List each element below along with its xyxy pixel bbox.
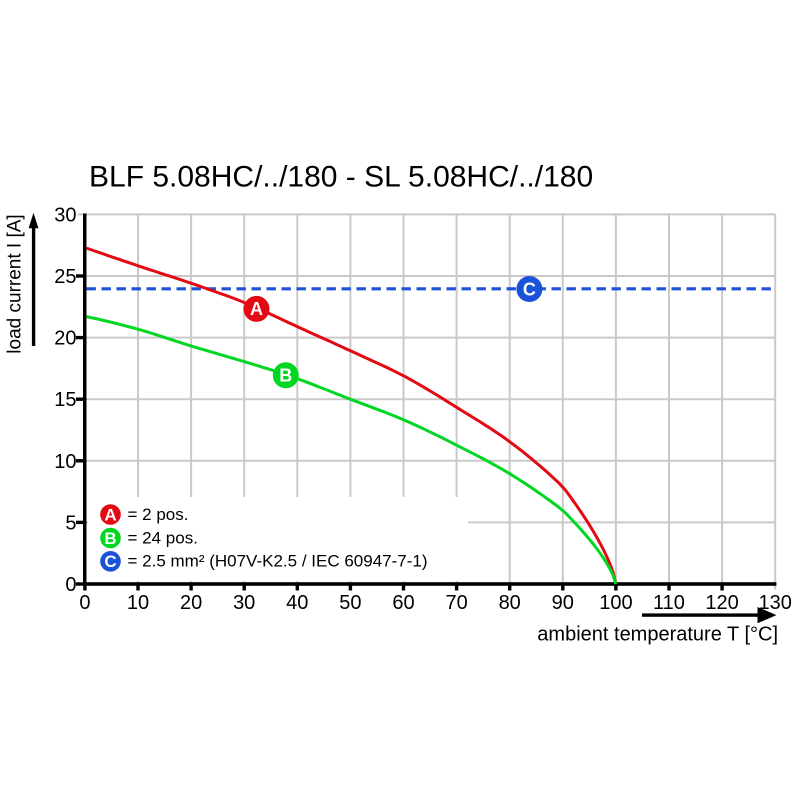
svg-text:80: 80 <box>499 592 521 614</box>
svg-text:110: 110 <box>653 592 685 614</box>
svg-text:load current I [A]: load current I [A] <box>5 214 26 353</box>
svg-text:0: 0 <box>79 592 90 614</box>
svg-text:B: B <box>279 366 292 386</box>
svg-text:A: A <box>104 505 116 524</box>
svg-text:25: 25 <box>54 266 76 288</box>
svg-text:= 2.5 mm² (H07V-K2.5 / IEC 609: = 2.5 mm² (H07V-K2.5 / IEC 60947-7-1) <box>128 552 428 571</box>
svg-text:30: 30 <box>233 592 255 614</box>
svg-text:20: 20 <box>54 328 76 350</box>
svg-text:40: 40 <box>286 592 308 614</box>
svg-text:5: 5 <box>65 512 76 534</box>
svg-text:70: 70 <box>445 592 467 614</box>
svg-text:B: B <box>104 529 116 548</box>
svg-text:C: C <box>104 552 116 571</box>
svg-text:10: 10 <box>127 592 149 614</box>
svg-text:15: 15 <box>54 389 76 411</box>
svg-text:30: 30 <box>54 204 76 226</box>
svg-text:C: C <box>523 279 536 299</box>
svg-text:60: 60 <box>392 592 414 614</box>
svg-text:90: 90 <box>552 592 574 614</box>
svg-text:50: 50 <box>339 592 361 614</box>
svg-text:= 24 pos.: = 24 pos. <box>128 528 198 547</box>
svg-text:100: 100 <box>599 592 632 614</box>
svg-text:120: 120 <box>705 592 738 614</box>
svg-text:BLF 5.08HC/../180 - SL 5.08HC/: BLF 5.08HC/../180 - SL 5.08HC/../180 <box>89 161 593 194</box>
svg-text:130: 130 <box>759 592 792 614</box>
svg-text:20: 20 <box>180 592 202 614</box>
svg-text:10: 10 <box>54 451 76 473</box>
svg-text:= 2 pos.: = 2 pos. <box>128 505 189 524</box>
svg-text:A: A <box>250 299 263 319</box>
svg-text:ambient temperature T [°C]: ambient temperature T [°C] <box>537 624 778 646</box>
svg-text:0: 0 <box>65 574 76 596</box>
